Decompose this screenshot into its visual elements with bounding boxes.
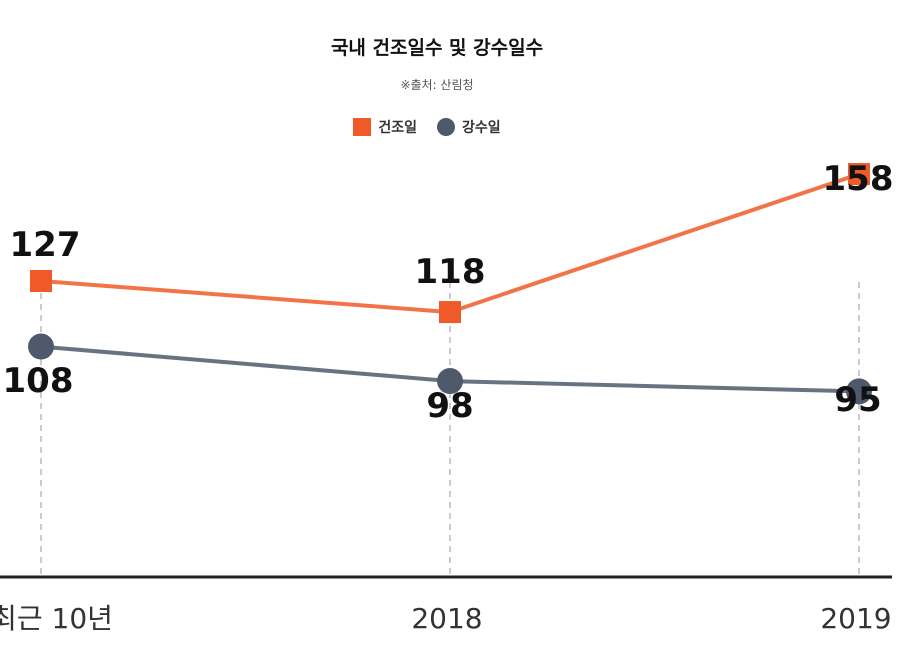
data-point-s1-1 xyxy=(437,368,463,395)
data-label-s0-2: 158 xyxy=(823,159,894,199)
legend-label-rain-days: 강수일 xyxy=(462,120,501,136)
data-label-s1-0: 108 xyxy=(3,361,74,401)
legend-circle-marker-icon xyxy=(437,118,455,136)
legend-item-dry-days: 건조일 xyxy=(353,117,417,137)
data-point-s0-2 xyxy=(848,163,870,186)
x-tick-label-2: 2019 xyxy=(820,602,891,635)
data-label-s1-2: 95 xyxy=(834,380,881,420)
legend: 건조일 강수일 xyxy=(0,117,854,137)
data-point-s0-0 xyxy=(30,270,52,292)
chart-title: 국내 건조일수 및 강수일수 xyxy=(330,37,544,59)
data-label-s0-1: 118 xyxy=(415,252,486,292)
data-label-s0-0: 127 xyxy=(10,225,81,265)
legend-label-dry-days: 건조일 xyxy=(378,120,417,136)
legend-square-marker-icon xyxy=(353,118,372,136)
x-tick-label-0: 최근 10년 xyxy=(0,602,113,635)
legend-item-rain-days: 강수일 xyxy=(437,117,501,137)
data-label-s1-1: 98 xyxy=(426,386,473,426)
data-point-s0-1 xyxy=(439,301,461,324)
chart-source: ※출처: 산림청 xyxy=(400,78,474,92)
x-tick-label-1: 2018 xyxy=(411,602,482,635)
data-point-s1-0 xyxy=(28,333,54,360)
data-point-s1-2 xyxy=(846,378,872,405)
